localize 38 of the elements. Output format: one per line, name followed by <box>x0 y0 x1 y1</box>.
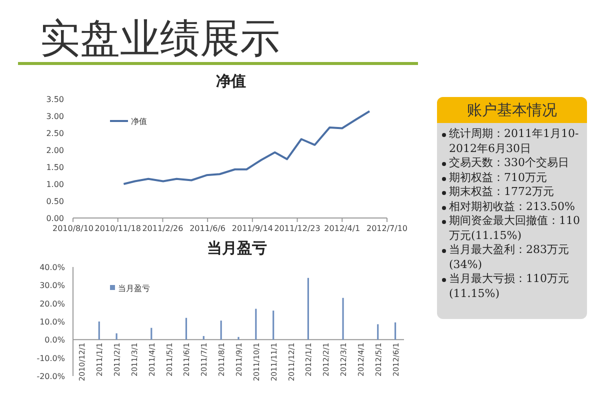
legend-label: 当月盈亏 <box>118 284 150 293</box>
y-tick-label: 2.00 <box>46 146 64 155</box>
y-tick-label: 30.0% <box>40 281 66 290</box>
y-tick-label: 40.0% <box>40 263 66 272</box>
text: 实盘业绩展示 <box>40 16 280 62</box>
x-tick-label: 2010/8/10 <box>52 224 94 233</box>
y-tick-label: 0.0% <box>44 336 66 345</box>
y-tick-label: 1.50 <box>46 163 64 172</box>
chart-title: 当月盈亏 <box>207 239 267 257</box>
y-tick-label: -10.0% <box>36 354 66 363</box>
line-series <box>122 110 371 185</box>
y-tick-label: 20.0% <box>40 299 66 308</box>
text: 相对期初收益：213.50% <box>448 200 576 214</box>
y-tick-label: -20.0% <box>36 372 66 381</box>
x-tick-label: 2011/12/23 <box>274 224 320 233</box>
chart-title: 净值 <box>216 72 246 90</box>
x-tick-label: 2012/4/1 <box>324 224 360 233</box>
x-tick-label: 2011/2/26 <box>142 224 184 233</box>
y-tick-label: 3.50 <box>46 95 64 104</box>
text: 期间资金最大回撤值：110万元(11.15%) <box>448 214 581 243</box>
x-tick-label: 2011/6/6 <box>190 224 226 233</box>
text: 当月最大亏损：110万元(11.15%) <box>448 272 570 301</box>
legend-label: 净值 <box>131 117 147 126</box>
text: 期初权益：710万元 <box>448 170 548 185</box>
x-tick-label: 2012/7/10 <box>366 224 408 233</box>
y-tick-label: 3.00 <box>46 112 64 121</box>
text: 期末权益：1772万元 <box>448 185 555 200</box>
text: 当月最大盈利：283万元(34%) <box>448 243 570 272</box>
text: 交易天数：330个交易日 <box>448 156 570 170</box>
y-tick-label: 2.50 <box>46 129 64 138</box>
y-tick-label: 0.00 <box>46 214 64 223</box>
text: 统计周期：2011年1月10-2012年6月30日 <box>448 127 580 156</box>
y-tick-label: 0.50 <box>46 197 64 206</box>
x-tick-label: 2010/11/18 <box>94 224 141 233</box>
text: 账户基本情况 <box>437 97 587 123</box>
x-tick-label: 2011/9/14 <box>232 224 273 233</box>
y-tick-label: 10.0% <box>40 318 66 326</box>
y-tick-label: 1.00 <box>46 180 64 189</box>
